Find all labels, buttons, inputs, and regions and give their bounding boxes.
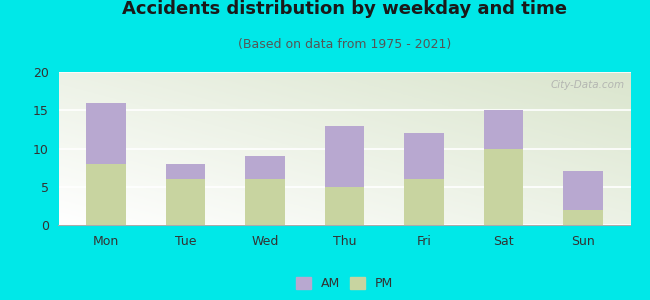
Bar: [563, 171, 603, 210]
Bar: [245, 179, 285, 225]
Bar: [86, 164, 126, 225]
Bar: [166, 164, 205, 179]
Bar: [484, 148, 523, 225]
Legend: AM, PM: AM, PM: [291, 272, 398, 295]
Bar: [324, 125, 365, 187]
Text: City-Data.com: City-Data.com: [551, 80, 625, 90]
Bar: [86, 103, 126, 164]
Bar: [166, 179, 205, 225]
Bar: [404, 133, 444, 179]
Bar: [563, 210, 603, 225]
Text: (Based on data from 1975 - 2021): (Based on data from 1975 - 2021): [238, 38, 451, 51]
Bar: [245, 156, 285, 179]
Bar: [324, 187, 365, 225]
Text: Accidents distribution by weekday and time: Accidents distribution by weekday and ti…: [122, 0, 567, 18]
Bar: [404, 179, 444, 225]
Bar: [484, 110, 523, 148]
